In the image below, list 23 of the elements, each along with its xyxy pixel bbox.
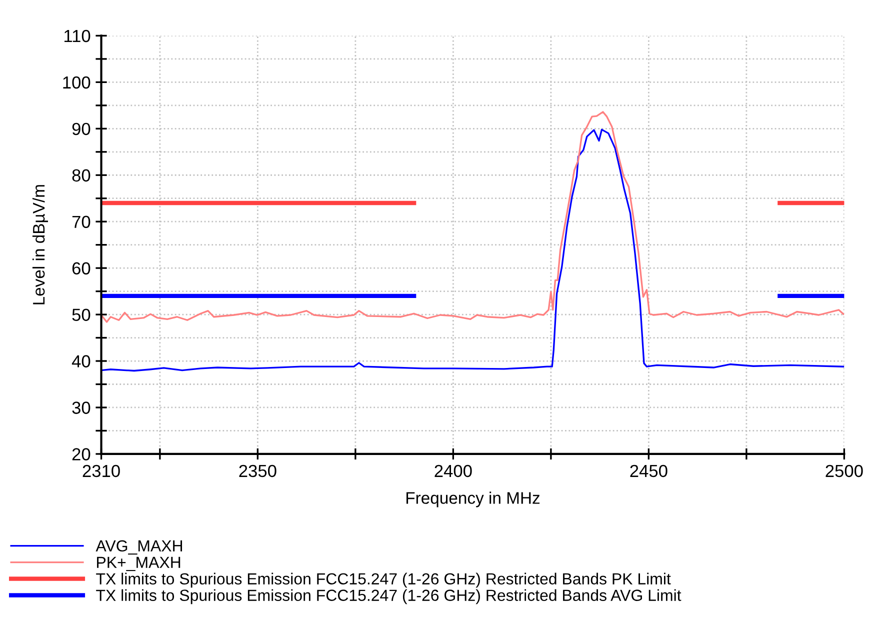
legend-label: PK+_MAXH: [97, 556, 180, 572]
legend-label: TX limits to Spurious Emission FCC15.247 (1-26 GHz) Restricted Bands PK Limit: [96, 572, 671, 588]
line-series: [101, 111, 844, 323]
y-tick-label: 50: [72, 308, 90, 321]
x-tick-label: 2350: [239, 464, 276, 478]
y-tick-label: 90: [72, 122, 90, 136]
line-series: [101, 128, 844, 372]
x-tick-label: 2500: [826, 464, 863, 478]
y-tick-label: 60: [72, 262, 90, 275]
x-tick-label: 2310: [82, 464, 120, 478]
y-tick-label: 30: [72, 402, 90, 414]
y-axis-title: Level in dBµV/m: [32, 185, 48, 304]
y-tick-label: 100: [63, 76, 90, 89]
x-tick-label: 2400: [434, 464, 472, 478]
y-tick-label: 40: [72, 355, 90, 368]
y-tick-label: 110: [64, 30, 90, 42]
y-tick-label: 20: [72, 448, 90, 460]
legend-label: AVG_MAXH: [96, 540, 182, 555]
y-tick-label: 80: [72, 169, 90, 182]
y-tick-label: 70: [72, 216, 90, 228]
x-tick-label: 2450: [630, 464, 668, 478]
legend-label: TX limits to Spurious Emission FCC15.247 (1-26 GHz) Restricted Bands AVG Limit: [96, 589, 682, 604]
x-axis-title: Frequency in MHz: [406, 492, 540, 508]
